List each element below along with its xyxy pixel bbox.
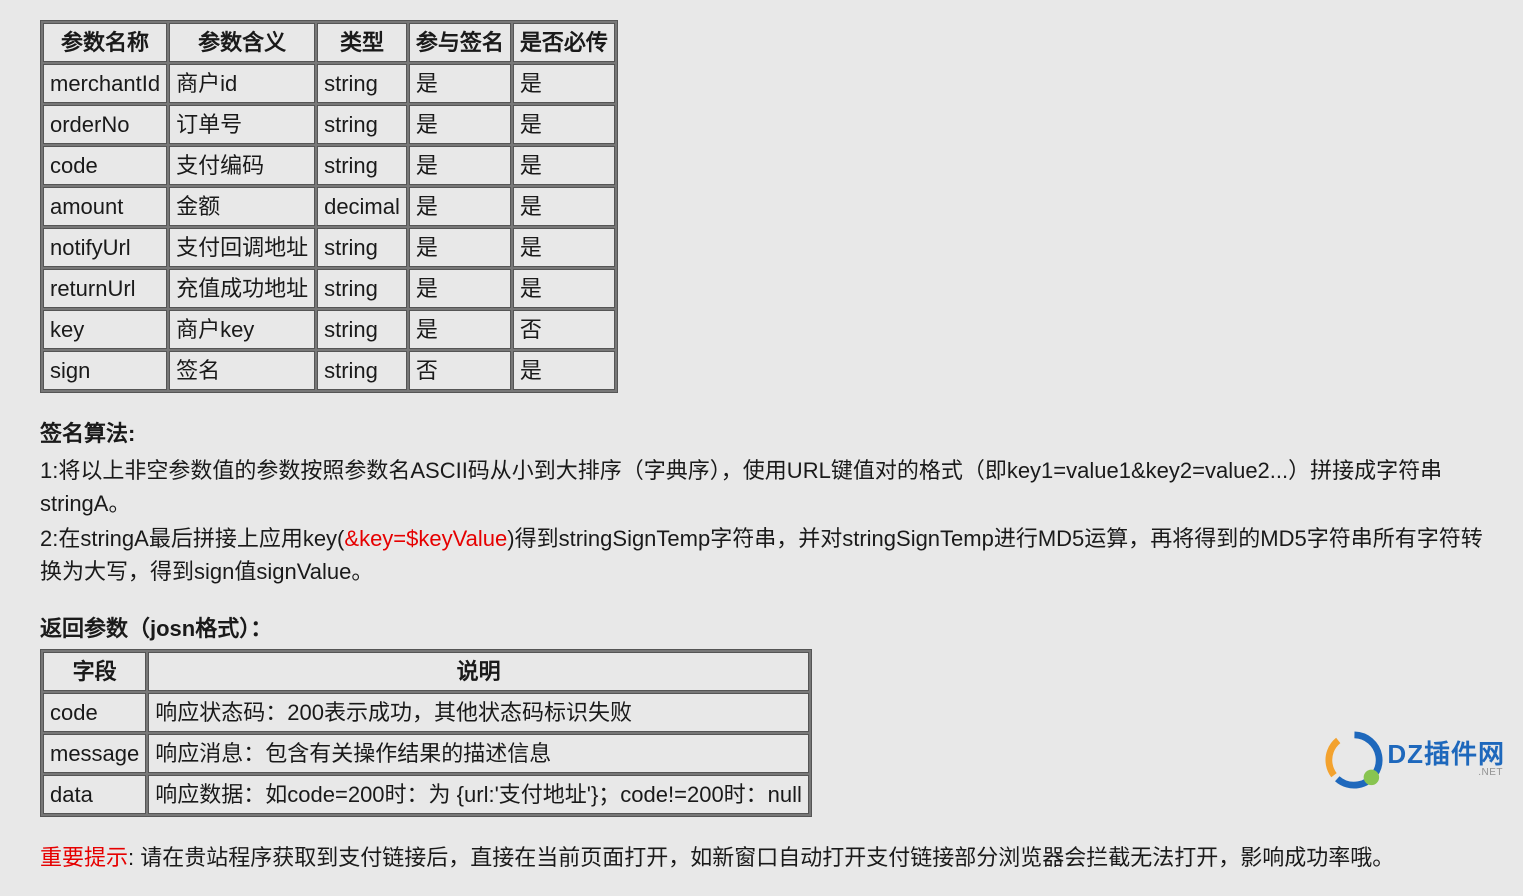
table-cell: notifyUrl <box>43 228 167 267</box>
table-row: data响应数据：如code=200时：为 {url:'支付地址'}；code!… <box>43 775 809 814</box>
table-cell: 是 <box>513 228 615 267</box>
table-cell: 否 <box>513 310 615 349</box>
table-cell: 是 <box>409 310 511 349</box>
important-notice: 重要提示: 请在贵站程序获取到支付链接后，直接在当前页面打开，如新窗口自动打开支… <box>40 841 1483 874</box>
table-cell: 充值成功地址 <box>169 269 315 308</box>
sign-algorithm-title: 签名算法: <box>40 417 1483 450</box>
col-header: 参与签名 <box>409 23 511 62</box>
table-cell: 支付回调地址 <box>169 228 315 267</box>
table-row: message响应消息：包含有关操作结果的描述信息 <box>43 734 809 773</box>
watermark-logo: DZ插件网 .NET <box>1325 731 1505 789</box>
table-cell: 响应数据：如code=200时：为 {url:'支付地址'}；code!=200… <box>148 775 809 814</box>
table-header-row: 字段 说明 <box>43 652 809 691</box>
table-cell: 商户key <box>169 310 315 349</box>
table-cell: message <box>43 734 146 773</box>
table-cell: string <box>317 146 407 185</box>
table-cell: amount <box>43 187 167 226</box>
table-row: sign签名string否是 <box>43 351 615 390</box>
table-cell: merchantId <box>43 64 167 103</box>
table-row: code支付编码string是是 <box>43 146 615 185</box>
table-cell: string <box>317 105 407 144</box>
table-cell: returnUrl <box>43 269 167 308</box>
col-header: 字段 <box>43 652 146 691</box>
table-cell: sign <box>43 351 167 390</box>
sign-step2-red: &key=$keyValue <box>344 526 507 551</box>
table-cell: 签名 <box>169 351 315 390</box>
col-header: 类型 <box>317 23 407 62</box>
table-cell: string <box>317 228 407 267</box>
col-header: 说明 <box>148 652 809 691</box>
table-cell: 否 <box>409 351 511 390</box>
table-cell: 是 <box>409 269 511 308</box>
table-cell: string <box>317 351 407 390</box>
table-cell: 响应状态码：200表示成功，其他状态码标识失败 <box>148 693 809 732</box>
table-cell: orderNo <box>43 105 167 144</box>
table-cell: 是 <box>513 187 615 226</box>
table-cell: string <box>317 310 407 349</box>
params-table: 参数名称 参数含义 类型 参与签名 是否必传 merchantId商户idstr… <box>40 20 618 393</box>
table-row: merchantId商户idstring是是 <box>43 64 615 103</box>
sign-step2-part-a: 2:在stringA最后拼接上应用key( <box>40 526 344 551</box>
table-cell: key <box>43 310 167 349</box>
col-header: 参数名称 <box>43 23 167 62</box>
table-cell: 是 <box>513 105 615 144</box>
table-row: notifyUrl支付回调地址string是是 <box>43 228 615 267</box>
table-cell: 是 <box>409 64 511 103</box>
table-cell: 是 <box>513 146 615 185</box>
table-cell: 金额 <box>169 187 315 226</box>
watermark-text: DZ插件网 <box>1387 741 1505 768</box>
watermark-icon <box>1325 731 1383 789</box>
table-cell: decimal <box>317 187 407 226</box>
table-row: key商户keystring是否 <box>43 310 615 349</box>
table-cell: code <box>43 693 146 732</box>
col-header: 参数含义 <box>169 23 315 62</box>
table-cell: string <box>317 64 407 103</box>
table-cell: 是 <box>409 228 511 267</box>
table-row: code响应状态码：200表示成功，其他状态码标识失败 <box>43 693 809 732</box>
table-header-row: 参数名称 参数含义 类型 参与签名 是否必传 <box>43 23 615 62</box>
table-row: amount金额decimal是是 <box>43 187 615 226</box>
sign-algorithm-step2: 2:在stringA最后拼接上应用key(&key=$keyValue)得到st… <box>40 522 1483 588</box>
table-cell: 响应消息：包含有关操作结果的描述信息 <box>148 734 809 773</box>
table-cell: 是 <box>409 146 511 185</box>
col-header: 是否必传 <box>513 23 615 62</box>
table-cell: 商户id <box>169 64 315 103</box>
table-cell: string <box>317 269 407 308</box>
table-cell: code <box>43 146 167 185</box>
table-row: returnUrl充值成功地址string是是 <box>43 269 615 308</box>
table-cell: 支付编码 <box>169 146 315 185</box>
table-cell: 是 <box>409 187 511 226</box>
notice-label: 重要提示 <box>40 845 128 870</box>
table-row: orderNo订单号string是是 <box>43 105 615 144</box>
table-cell: 是 <box>513 351 615 390</box>
table-cell: 是 <box>513 64 615 103</box>
table-cell: 订单号 <box>169 105 315 144</box>
table-cell: data <box>43 775 146 814</box>
table-cell: 是 <box>409 105 511 144</box>
watermark-subtext: .NET <box>1478 768 1503 779</box>
table-cell: 是 <box>513 269 615 308</box>
notice-text: : 请在贵站程序获取到支付链接后，直接在当前页面打开，如新窗口自动打开支付链接部… <box>128 845 1394 870</box>
sign-algorithm-step1: 1:将以上非空参数值的参数按照参数名ASCII码从小到大排序（字典序），使用UR… <box>40 454 1483 520</box>
response-table: 字段 说明 code响应状态码：200表示成功，其他状态码标识失败message… <box>40 649 812 817</box>
response-params-title: 返回参数（josn格式）： <box>40 612 1483 645</box>
